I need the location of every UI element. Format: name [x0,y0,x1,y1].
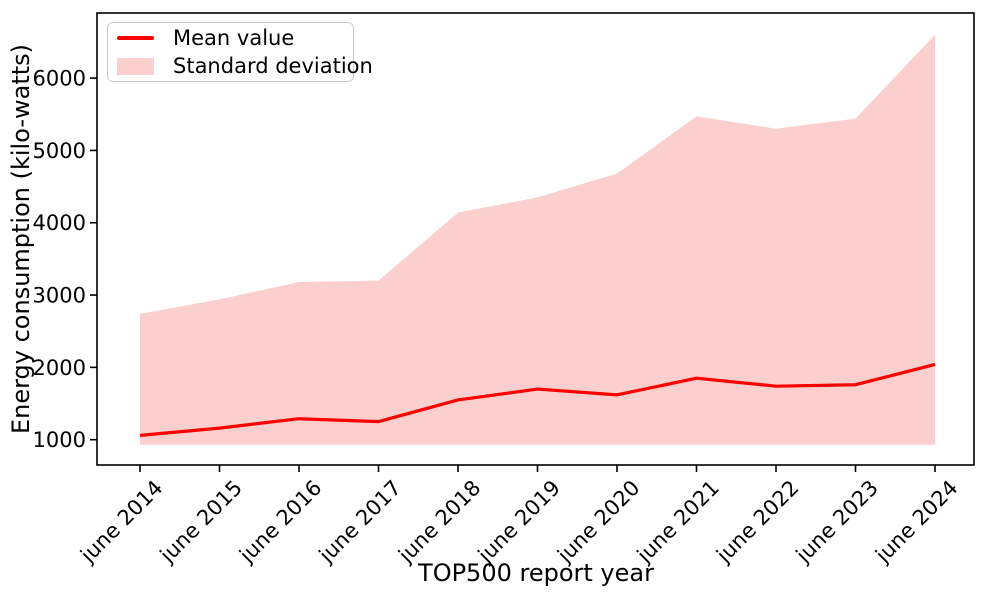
plot-frame [96,12,975,466]
legend-box: Mean value Standard deviation [107,22,373,82]
x-tick-label: june 2014 [75,476,167,568]
x-tick-label: june 2018 [393,476,485,568]
x-tick-label: june 2017 [314,476,406,568]
y-tick-label: 4000 [33,211,86,235]
mean-line-swatch [117,36,154,40]
y-tick-label: 5000 [33,139,86,163]
x-tick-label: june 2022 [711,476,803,568]
x-tick-label: june 2016 [234,476,326,568]
y-axis-label: Energy consumption (kilo-watts) [7,43,35,435]
y-tick-label: 3000 [33,284,86,308]
std-band-swatch [117,57,154,75]
x-tick-label: june 2023 [791,476,883,568]
std-band-area [140,34,935,445]
y-tick-label: 6000 [33,67,86,91]
x-tick-label: june 2020 [552,476,644,568]
x-tick-label: june 2015 [155,476,247,568]
legend-label-std: Standard deviation [173,54,373,78]
x-tick-label: june 2019 [473,476,565,568]
legend-label-mean: Mean value [173,26,295,50]
x-axis-label: TOP500 report year [418,559,654,587]
legend-item-std: Standard deviation [117,54,373,78]
y-tick-label: 2000 [33,356,86,380]
y-tick-label: 1000 [33,428,86,452]
legend-item-mean: Mean value [117,26,343,50]
x-tick-label: june 2021 [632,476,724,568]
x-tick-label: june 2024 [870,476,962,568]
mean-value-line [139,362,936,437]
